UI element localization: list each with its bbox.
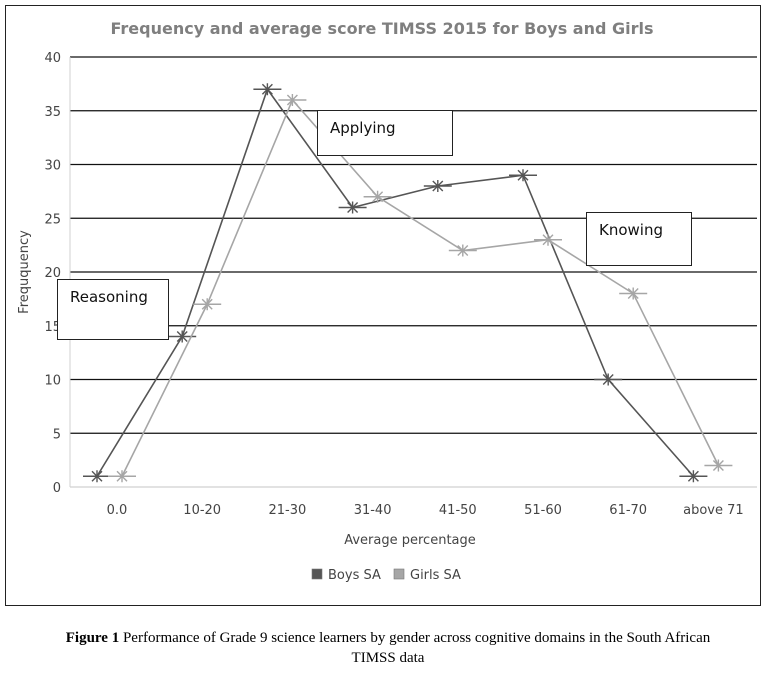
data-point-marker [448, 244, 477, 257]
y-axis-label: Freququency [17, 230, 32, 314]
data-point-marker [83, 470, 111, 483]
caption-label: Figure 1 [65, 630, 120, 646]
legend-label: Boys SA [328, 568, 381, 583]
data-point-marker [679, 470, 708, 483]
figure-caption: Figure 1 Performance of Grade 9 science … [0, 628, 776, 668]
y-tick-label: 40 [44, 51, 61, 66]
data-point-marker [108, 470, 136, 483]
chart-frame [5, 5, 761, 606]
data-point-marker [594, 373, 623, 386]
annotation-knowing: Knowing [586, 212, 692, 266]
x-tick-label: 61-70 [609, 503, 647, 518]
data-point-marker [509, 169, 537, 182]
y-tick-label: 35 [44, 105, 61, 120]
chart-title: Frequency and average score TIMSS 2015 f… [110, 19, 653, 38]
data-point-marker [278, 94, 307, 106]
data-point-marker [423, 180, 452, 192]
data-point-marker [253, 83, 282, 96]
data-point-marker [704, 459, 733, 472]
x-tick-label: 0.0 [107, 503, 128, 518]
y-tick-label: 25 [44, 212, 61, 227]
y-tick-label: 5 [53, 427, 61, 442]
y-tick-label: 15 [44, 320, 61, 335]
x-tick-label: 51-60 [524, 503, 562, 518]
x-tick-label: 41-50 [439, 503, 477, 518]
y-tick-label: 0 [53, 481, 61, 496]
caption-text: Performance of Grade 9 science learners … [119, 630, 711, 646]
y-tick-label: 20 [44, 266, 61, 281]
legend-swatch [311, 568, 323, 580]
x-tick-label: 31-40 [354, 503, 392, 518]
legend-label: Girls SA [410, 568, 461, 583]
data-point-marker [363, 190, 392, 203]
series-line-0 [96, 87, 695, 477]
y-tick-label: 30 [44, 159, 61, 174]
legend-swatch [393, 568, 405, 580]
data-point-marker [534, 233, 562, 246]
data-point-marker [168, 330, 197, 343]
data-point-marker [619, 287, 648, 300]
x-tick-label: above 71 [683, 503, 744, 518]
data-point-marker [338, 201, 367, 214]
data-point-marker [193, 298, 222, 311]
series-line-1 [121, 98, 720, 477]
annotation-applying: Applying [317, 110, 453, 156]
x-tick-label: 10-20 [183, 503, 221, 518]
annotation-reasoning: Reasoning [57, 279, 169, 340]
y-tick-label: 10 [44, 374, 61, 389]
caption-text-line2: TIMSS data [351, 650, 425, 666]
x-axis-label: Average percentage [344, 533, 476, 548]
x-tick-label: 21-30 [269, 503, 307, 518]
